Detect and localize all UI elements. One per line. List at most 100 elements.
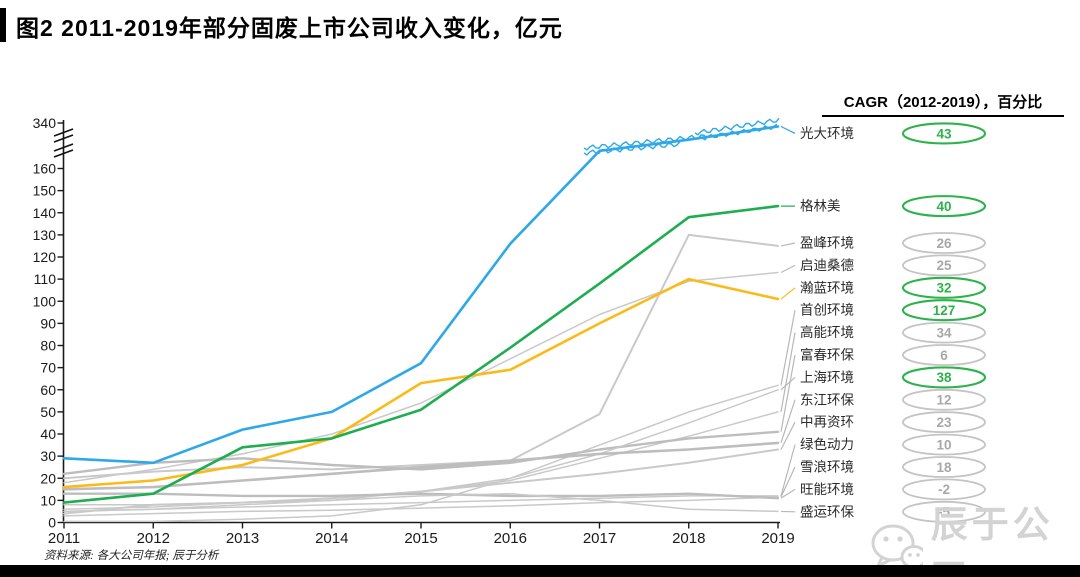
y-tick-label: 130 (33, 227, 57, 243)
title-accent-bar (0, 8, 6, 42)
cagr-value-lvsedongli: 10 (936, 437, 951, 452)
cagr-badge-xuelang (902, 456, 986, 478)
leader-wangneng (780, 488, 796, 499)
bottom-bar (0, 565, 1080, 577)
cagr-value-hanlan: 32 (936, 281, 951, 296)
series-label-fuchun: 富春环保 (800, 347, 854, 363)
y-tick-label: 70 (40, 360, 56, 376)
series-line-xuelang (63, 496, 779, 517)
series-label-gaoneng: 高能环境 (800, 324, 854, 340)
y-tick-label: 160 (33, 161, 57, 177)
series-label-lvsedongli: 绿色动力 (800, 436, 854, 452)
series-line-lvsedongli (63, 495, 779, 513)
axis-break-wave (583, 134, 708, 151)
x-tick-label: 2019 (761, 530, 794, 547)
cagr-value-gaoneng: 34 (936, 325, 952, 340)
axis-break-wave (583, 141, 681, 156)
leader-xuelang (780, 466, 796, 498)
cagr-badge-yingfeng (902, 232, 986, 254)
cagr-header: CAGR（2012-2019），百分比 (822, 91, 1064, 117)
x-tick-label: 2013 (226, 530, 259, 547)
cagr-value-qidisande: 25 (936, 258, 952, 273)
x-tick-label: 2018 (672, 530, 705, 547)
cagr-badge-shengyun (902, 500, 986, 523)
series-label-yingfeng: 盈峰环境 (800, 236, 854, 251)
cagr-value-shanghai: 38 (936, 370, 952, 385)
cagr-value-fuchun: 6 (940, 348, 948, 363)
series-line-qidisande (63, 271, 779, 484)
series-label-guangda: 光大环境 (800, 126, 854, 141)
axis-break-mark (53, 149, 74, 158)
x-tick-label: 2012 (137, 530, 170, 547)
leader-lvsedongli (780, 444, 796, 497)
series-label-shanghai: 上海环境 (800, 370, 854, 385)
y-tick-label: 20 (40, 470, 56, 486)
series-line-shengyun (63, 492, 779, 513)
cagr-badge-gaoneng (902, 321, 986, 344)
series-line-dongjiang (62, 441, 780, 491)
x-tick-label: 2011 (48, 530, 80, 547)
series-line-shouchuang (63, 384, 779, 523)
series-line-gelinmei (62, 204, 780, 504)
y-tick-label: 0 (48, 515, 56, 531)
source-note: 资料来源: 各大公司年报; 辰于分析 (44, 550, 219, 562)
series-label-shengyun: 盛运环保 (800, 504, 854, 519)
y-tick-label: 120 (33, 249, 57, 265)
cagr-value-dongjiang: 12 (936, 393, 951, 408)
series-label-xuelang: 雪浪环境 (800, 460, 854, 475)
y-tick-label: 80 (40, 338, 56, 354)
series-label-wangneng: 旺能环境 (800, 482, 854, 497)
leader-hanlan (780, 287, 796, 300)
cagr-badge-guangda (901, 122, 987, 145)
x-tick-label: 2017 (583, 530, 616, 547)
cagr-badge-gelinmei (901, 195, 987, 218)
cagr-badge-wangneng (902, 478, 986, 501)
figure-title: 图2 2011-2019年部分固废上市公司收入变化，亿元 (16, 15, 563, 41)
cagr-value-shengyun: -5 (938, 505, 950, 520)
series-line-hanlan (62, 277, 780, 489)
cagr-badge-lvsedongli (902, 433, 986, 456)
y-tick-label: 60 (40, 382, 56, 398)
cagr-value-xuelang: 18 (936, 460, 952, 475)
cagr-badge-hanlan (901, 276, 987, 299)
x-tick-label: 2014 (315, 530, 348, 547)
y-tick-label: 90 (40, 315, 56, 331)
cagr-value-zhongzai: 23 (936, 415, 952, 430)
leader-fuchun (780, 354, 796, 432)
y-tick-label: 150 (33, 183, 57, 199)
y-top-tick-label: 340 (33, 115, 57, 131)
cagr-value-wangneng: -2 (938, 482, 950, 497)
axis-break-wave (701, 123, 778, 141)
series-label-hanlan: 瀚蓝环境 (800, 280, 854, 295)
cagr-value-guangda: 43 (936, 126, 952, 141)
leader-yingfeng (780, 242, 796, 247)
leader-zhongzai (780, 421, 796, 450)
cagr-value-shouchuang: 127 (933, 303, 956, 318)
cagr-badge-qidisande (902, 254, 986, 277)
series-line-wangneng (62, 492, 780, 500)
leader-shanghai (780, 376, 796, 391)
cagr-badge-dongjiang (902, 388, 986, 411)
cagr-badge-shanghai (901, 366, 987, 389)
leader-dongjiang (780, 399, 796, 444)
leader-qidisande (780, 264, 796, 274)
leader-gaoneng (780, 332, 796, 412)
cagr-badge-fuchun (902, 344, 986, 366)
cagr-value-yingfeng: 26 (936, 236, 952, 251)
y-tick-label: 30 (40, 448, 56, 464)
y-tick-label: 110 (34, 271, 57, 287)
axis-break-mark (53, 128, 74, 137)
series-line-guangda (62, 125, 780, 465)
axis-break-wave (694, 117, 780, 136)
axis-break-mark (53, 134, 74, 143)
leader-guangda (780, 125, 796, 134)
series-line-fuchun (62, 430, 780, 475)
y-tick-label: 100 (33, 293, 57, 309)
x-tick-label: 2015 (404, 530, 437, 547)
series-label-qidisande: 启迪桑德 (800, 258, 854, 273)
y-tick-label: 140 (33, 205, 57, 221)
cagr-badge-zhongzai (902, 411, 986, 434)
cagr-badge-shouchuang (901, 299, 987, 322)
